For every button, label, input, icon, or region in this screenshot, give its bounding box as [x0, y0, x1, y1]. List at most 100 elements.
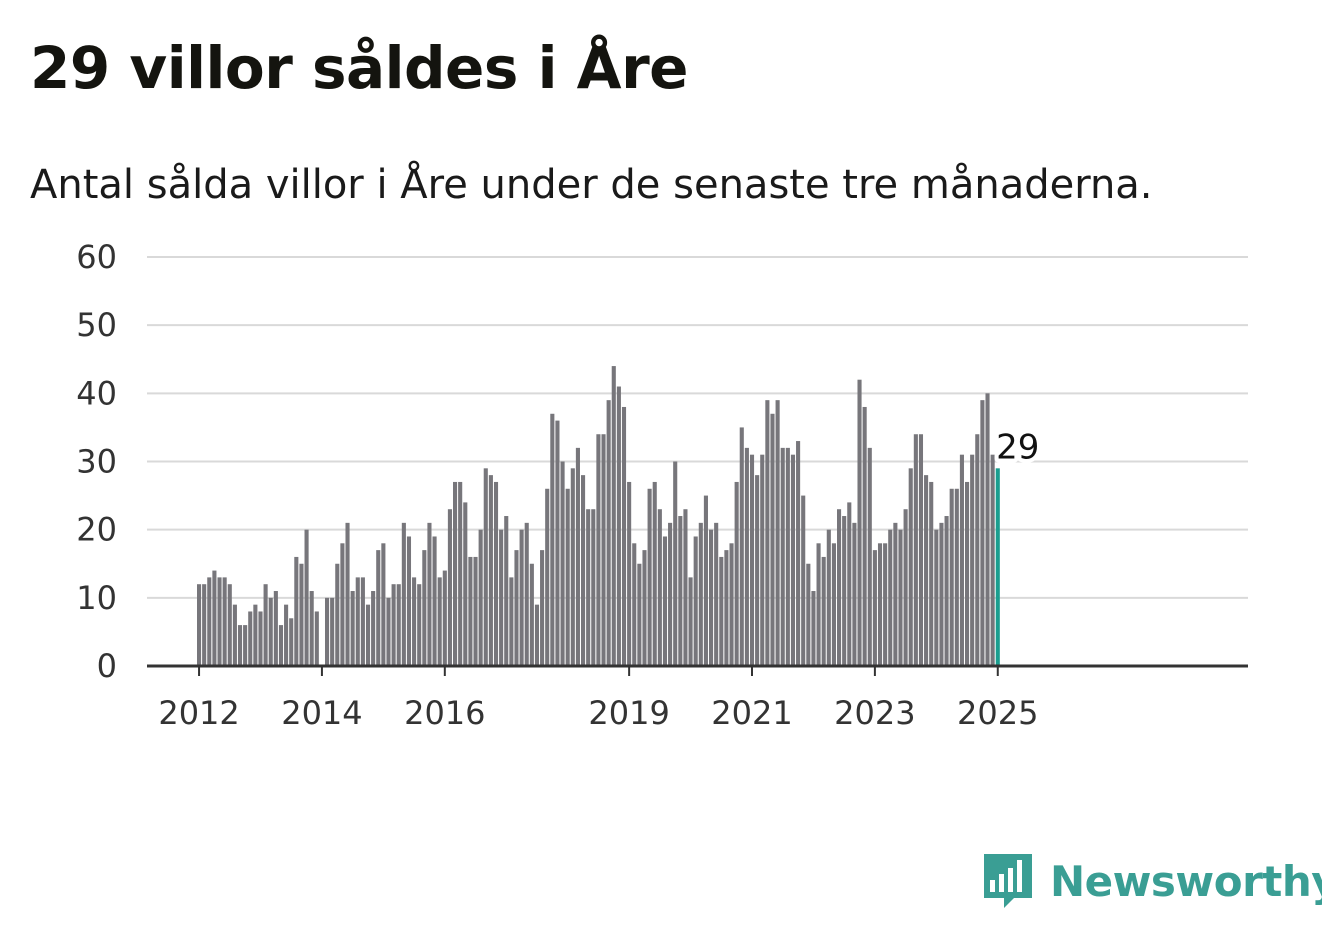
bar [729, 543, 734, 666]
bar [376, 550, 381, 666]
bar [396, 584, 401, 666]
bar [632, 543, 637, 666]
bar [806, 563, 811, 666]
bar [197, 584, 202, 666]
x-tick-label: 2023 [834, 694, 915, 732]
bar [939, 522, 944, 666]
bar [770, 413, 775, 666]
bar [488, 475, 493, 666]
bar [877, 543, 883, 666]
bar [591, 509, 596, 666]
y-tick-label: 60 [76, 238, 117, 276]
bar [468, 556, 473, 666]
bar [924, 475, 929, 666]
bar [504, 516, 509, 666]
bar [913, 434, 918, 666]
bar [970, 454, 975, 666]
bar [325, 597, 330, 666]
bar [299, 563, 304, 666]
bar [627, 481, 632, 666]
bar [852, 522, 857, 666]
newsworthy-logo-icon [984, 854, 1032, 908]
bar [483, 468, 488, 666]
y-tick-label: 40 [76, 374, 117, 412]
bar [872, 550, 877, 666]
bar [406, 536, 412, 666]
bar [929, 481, 934, 666]
brand-name: Newsworthy [1050, 856, 1322, 906]
bar [232, 604, 237, 666]
bar [831, 543, 836, 666]
bar [785, 447, 790, 666]
x-axis [147, 664, 1248, 676]
bar [744, 447, 749, 666]
bar [837, 509, 842, 666]
bar [432, 536, 437, 666]
bar [391, 584, 396, 666]
bar [857, 379, 862, 666]
bar [442, 570, 447, 666]
bar [422, 550, 427, 666]
bar [263, 584, 268, 666]
bar [207, 577, 212, 666]
bar [314, 611, 319, 666]
bar [862, 406, 867, 666]
bar [703, 495, 708, 666]
bar [714, 522, 719, 666]
bar [478, 529, 483, 666]
bar [386, 597, 391, 666]
bar [473, 556, 478, 666]
bar [243, 625, 248, 666]
bar [437, 577, 442, 666]
bar [724, 550, 729, 666]
bar [268, 597, 273, 666]
bar [647, 488, 652, 666]
bar [668, 522, 673, 666]
bar [596, 434, 601, 666]
bar [898, 529, 903, 666]
bar [821, 556, 826, 666]
bar [381, 543, 386, 666]
bar [550, 413, 555, 666]
x-tick-label: 2025 [957, 694, 1038, 732]
bar [540, 550, 545, 666]
bar [304, 529, 309, 666]
bar [222, 577, 227, 666]
y-tick-label: 30 [76, 443, 117, 481]
bar [719, 556, 724, 666]
bar [555, 420, 560, 666]
bar [309, 591, 314, 666]
bar [698, 522, 703, 666]
bar [637, 563, 642, 666]
bar [678, 516, 683, 666]
bar [826, 529, 831, 666]
x-tick-label: 2021 [711, 694, 792, 732]
bar [560, 461, 565, 666]
x-tick-label: 2016 [404, 694, 485, 732]
bar [801, 495, 806, 666]
bar [749, 454, 755, 666]
y-tick-label: 20 [76, 511, 117, 549]
bar [990, 454, 995, 666]
bar [217, 577, 222, 666]
bar [965, 481, 970, 666]
bar [360, 577, 365, 666]
bar [760, 454, 765, 666]
bar [202, 584, 207, 666]
bar [258, 611, 263, 666]
bar [662, 536, 668, 666]
bar [545, 488, 550, 666]
bar [345, 522, 350, 666]
bar [606, 400, 611, 666]
bar [734, 481, 739, 666]
bar [330, 597, 335, 666]
bar [294, 556, 299, 666]
bar [739, 427, 744, 666]
bar [565, 488, 570, 666]
highlight-label: 29 [996, 427, 1039, 467]
bar [755, 475, 760, 666]
bar [775, 400, 780, 666]
bar [365, 604, 371, 666]
bar [519, 529, 524, 666]
bar [499, 529, 504, 666]
